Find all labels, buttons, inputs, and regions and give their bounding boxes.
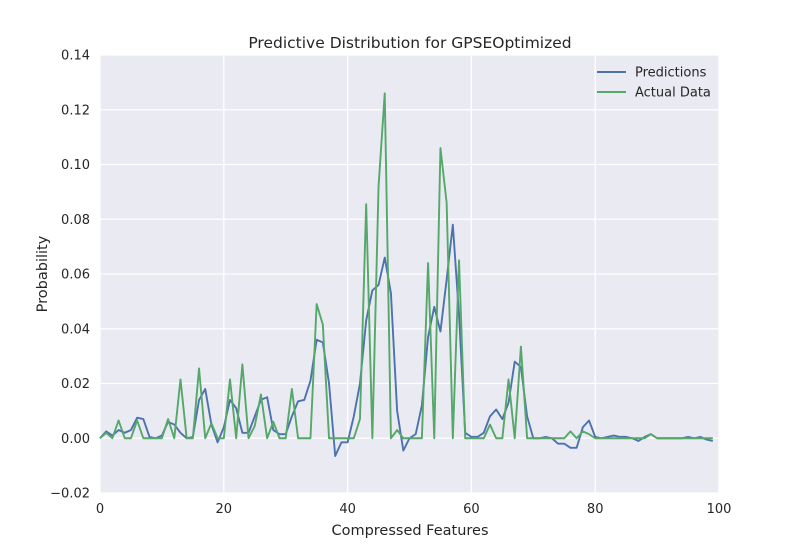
y-tick-label: 0.04	[61, 322, 90, 337]
y-tick-label: 0.12	[61, 103, 90, 118]
x-tick-label: 20	[216, 502, 233, 517]
y-tick-label: 0.02	[61, 377, 90, 392]
y-axis-ticks: −0.02 0.00 0.02 0.04 0.06 0.08 0.10 0.12 0.14	[50, 49, 90, 502]
legend-label: Predictions	[635, 66, 707, 81]
x-tick-label: 0	[96, 502, 104, 517]
y-tick-label: 0.10	[61, 158, 90, 173]
y-tick-label: 0.00	[61, 432, 90, 447]
y-tick-label: 0.14	[61, 49, 90, 64]
x-tick-label: 40	[339, 502, 356, 517]
x-axis-ticks: 0 20 40 60 80 100	[96, 502, 732, 517]
y-tick-label: 0.06	[61, 268, 90, 283]
x-axis-label: Compressed Features	[331, 523, 488, 539]
x-tick-label: 100	[707, 502, 732, 517]
legend-label: Actual Data	[635, 86, 711, 101]
y-tick-label: 0.08	[61, 213, 90, 228]
chart-title: Predictive Distribution for GPSEOptimize…	[248, 34, 571, 52]
y-axis-label: Probability	[35, 235, 51, 312]
x-tick-label: 60	[463, 502, 480, 517]
x-tick-label: 80	[587, 502, 604, 517]
legend: Predictions Actual Data	[597, 66, 711, 101]
gridlines	[99, 54, 720, 494]
y-tick-label: −0.02	[50, 487, 90, 502]
series-line-actual-data	[99, 92, 713, 440]
series-layer	[99, 92, 714, 457]
